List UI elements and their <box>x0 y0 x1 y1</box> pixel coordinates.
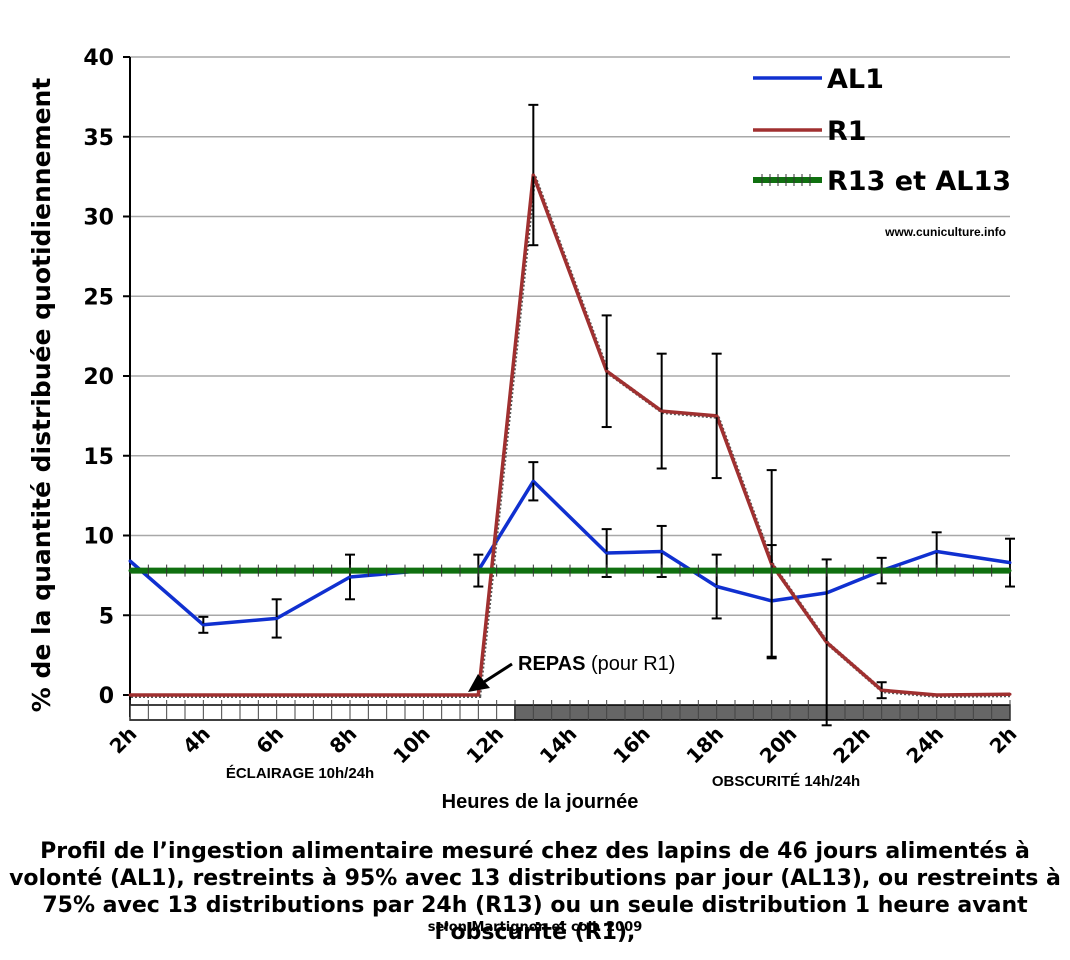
website-label: www.cuniculture.info <box>884 225 1006 239</box>
y-tick-label-5: 5 <box>99 604 114 629</box>
legend-label-1: R1 <box>827 116 867 147</box>
series-al1-point <box>201 623 205 627</box>
y-tick-label-10: 10 <box>83 525 114 550</box>
repas-bold: REPAS <box>518 653 585 675</box>
x-tick-label-10: 22h <box>828 722 875 769</box>
series-al1-point <box>660 549 664 553</box>
x-tick-label-7: 16h <box>608 722 655 769</box>
x-tick-label-9: 20h <box>755 722 802 769</box>
y-tick-label-25: 25 <box>83 285 114 310</box>
x-tick-label-1: 4h <box>178 722 215 759</box>
figure-caption-source: selon Martignon et coll. 2009 <box>427 920 643 935</box>
series-r1-point <box>715 414 719 418</box>
y-tick-label-30: 30 <box>83 206 114 231</box>
dark-period-band <box>514 704 1011 721</box>
series-al1-point <box>531 479 535 483</box>
x-tick-label-5: 12h <box>461 722 508 769</box>
series-al1-point <box>605 551 609 555</box>
series-al1-point <box>1008 561 1012 565</box>
series-r1-point <box>660 409 664 413</box>
series-r1-point <box>275 693 279 697</box>
y-tick-label-35: 35 <box>83 126 114 151</box>
x-tick-label-6: 14h <box>535 722 582 769</box>
light-period-band <box>129 704 516 721</box>
series-r1-line <box>130 173 1011 697</box>
series-r1-point <box>476 693 480 697</box>
x-tick-label-3: 8h <box>325 722 362 759</box>
legend-label-0: AL1 <box>827 64 884 95</box>
series-r1-point <box>531 173 535 177</box>
series-al1-point <box>128 559 132 563</box>
x-axis-label: Heures de la journée <box>442 791 639 813</box>
axes <box>123 56 131 717</box>
legend-label-2: R13 et AL13 <box>827 166 1011 197</box>
series-r1-point <box>770 562 774 566</box>
x-tick-label-12: 2h <box>985 722 1022 759</box>
series-r13-et-al13-point <box>128 569 132 573</box>
series-al1-point <box>275 616 279 620</box>
y-axis-label: % de la quantité distribuée quotidiennem… <box>27 78 56 713</box>
series-r1-point <box>935 693 939 697</box>
series-r1-point <box>825 640 829 644</box>
x-tick-label-4: 10h <box>388 722 435 769</box>
x-tick-label-0: 2h <box>105 722 142 759</box>
series-r1-point <box>348 693 352 697</box>
series-r13-et-al13-point <box>1008 569 1012 573</box>
y-tick-label-15: 15 <box>83 445 114 470</box>
line-chart: 0 5 10 15 20 25 30 35 40 2h 4h 6h 8h 10h 12h 14h 16h 18h 2… <box>27 46 1022 813</box>
series-r1-point <box>128 693 132 697</box>
series-r1-point <box>201 693 205 697</box>
series-layer <box>128 103 1015 727</box>
series-al1-point <box>715 585 719 589</box>
grid-lines <box>130 56 1010 616</box>
eclairage-label: ÉCLAIRAGE 10h/24h <box>226 765 374 782</box>
x-tick-label-11: 24h <box>901 722 948 769</box>
repas-rest: (pour R1) <box>585 653 675 675</box>
legend: AL1 R1 R13 et AL13 <box>753 64 1011 197</box>
series-al1-line <box>128 479 1011 627</box>
x-tick-label-8: 18h <box>681 722 728 769</box>
y-tick-label-0: 0 <box>99 684 114 709</box>
series-r1-point <box>880 688 884 692</box>
y-tick-label-20: 20 <box>83 365 114 390</box>
series-al1-point <box>348 575 352 579</box>
series-r1-point <box>421 693 425 697</box>
repas-annotation: REPAS (pour R1) <box>518 653 675 675</box>
x-tick-label-2: 6h <box>251 722 288 759</box>
y-tick-label-40: 40 <box>83 46 114 71</box>
day-night-band <box>129 700 1011 721</box>
repas-arrow <box>468 662 513 692</box>
series-r1-point <box>605 369 609 373</box>
figure-caption: Profil de l’ingestion alimentaire mesuré… <box>9 839 1061 945</box>
obscurite-label: OBSCURITÉ 14h/24h <box>712 773 860 790</box>
series-al1-point <box>935 549 939 553</box>
series-r1-point <box>1008 692 1012 696</box>
